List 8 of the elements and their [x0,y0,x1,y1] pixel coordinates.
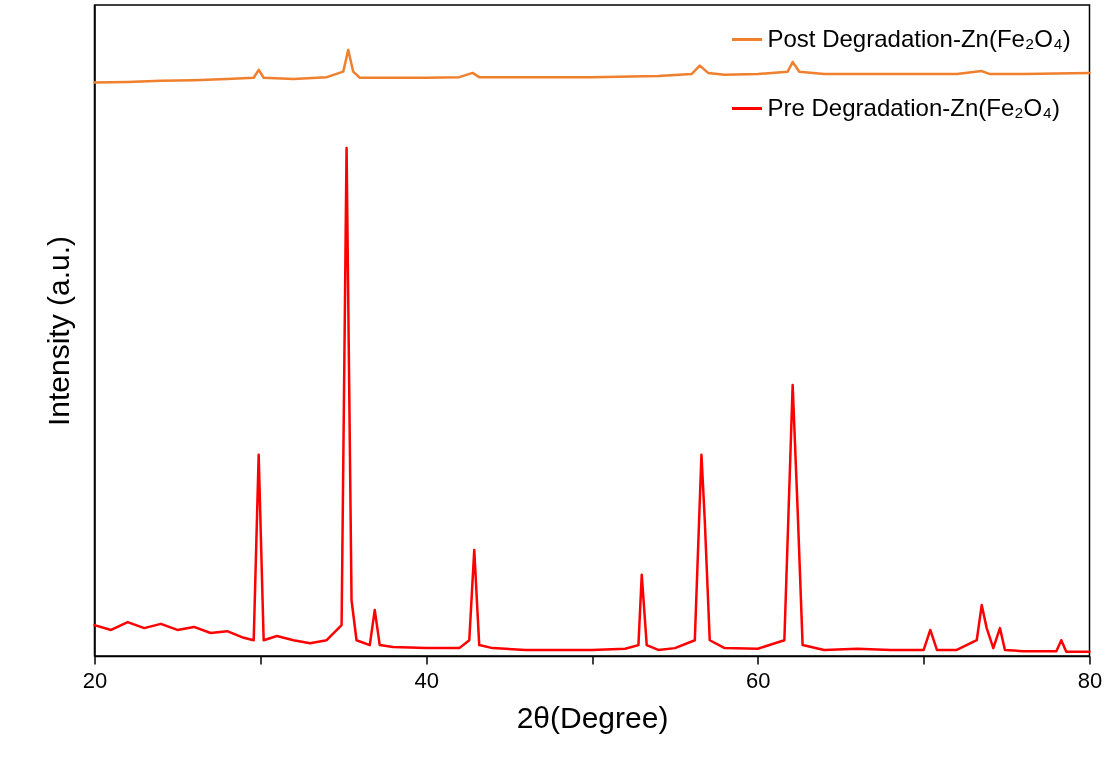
y-axis-title: Intensity (a.u.) [42,235,75,427]
x-tick-label: 60 [746,667,771,693]
x-tick-label: 80 [1077,667,1103,693]
legend-label: Pre Degradation-Zn(Fe₂O₄) [767,93,1061,121]
x-tick-label: 40 [414,667,439,693]
x-axis-title: 2θ(Degree) [516,700,669,734]
x-tick-label: 20 [82,667,108,693]
legend-label: Post Degradation-Zn(Fe₂O₄) [767,24,1071,52]
